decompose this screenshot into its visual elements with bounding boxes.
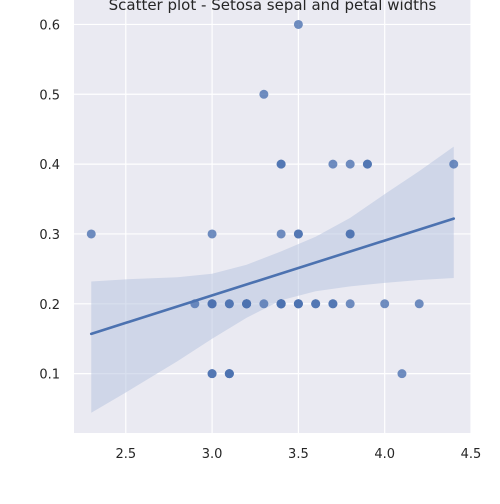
- data-point: [86, 229, 96, 239]
- chart-title: Scatter plot - Setosa sepal and petal wi…: [109, 0, 437, 14]
- data-point: [276, 229, 286, 239]
- y-tick-label: 0.2: [39, 298, 60, 313]
- data-point: [380, 299, 390, 309]
- data-point: [293, 19, 303, 29]
- regression-line-layer: [89, 217, 456, 336]
- y-tick-label: 0.4: [39, 158, 60, 173]
- x-tick-label: 4.0: [374, 447, 395, 462]
- data-point: [276, 159, 286, 169]
- data-point: [293, 299, 303, 309]
- data-point: [207, 299, 217, 309]
- data-point: [311, 299, 321, 309]
- data-point: [345, 159, 355, 169]
- confidence-band: [91, 146, 454, 413]
- y-tick-label: 0.3: [39, 228, 60, 243]
- x-tick-label: 4.5: [461, 447, 482, 462]
- x-tick-label: 2.5: [115, 447, 136, 462]
- points-layer: [86, 19, 459, 379]
- data-point: [362, 159, 372, 169]
- data-point: [259, 89, 269, 99]
- data-point: [397, 369, 407, 379]
- data-point: [414, 299, 424, 309]
- data-point: [276, 299, 286, 309]
- y-tick-label: 0.1: [39, 368, 60, 383]
- data-point: [293, 229, 303, 239]
- regression-line: [89, 217, 456, 336]
- y-tick-labels: 0.1 0.2 0.3 0.4 0.5 0.6: [39, 18, 60, 382]
- grid: [74, 0, 472, 433]
- x-tick-labels: 2.5 3.0 3.5 4.0 4.5: [115, 447, 481, 462]
- data-point: [259, 299, 269, 309]
- data-point: [242, 299, 252, 309]
- data-point: [207, 229, 217, 239]
- y-tick-label: 0.5: [39, 88, 60, 103]
- data-point: [449, 159, 459, 169]
- data-point: [224, 299, 234, 309]
- data-point: [190, 299, 200, 309]
- y-tick-label: 0.6: [39, 18, 60, 33]
- x-tick-label: 3.0: [202, 447, 223, 462]
- data-point: [224, 369, 234, 379]
- data-point: [328, 299, 338, 309]
- x-tick-label: 3.5: [288, 447, 309, 462]
- data-point: [207, 369, 217, 379]
- confidence-band-layer: [91, 146, 454, 413]
- data-point: [345, 229, 355, 239]
- data-point: [328, 159, 338, 169]
- data-point: [345, 299, 355, 309]
